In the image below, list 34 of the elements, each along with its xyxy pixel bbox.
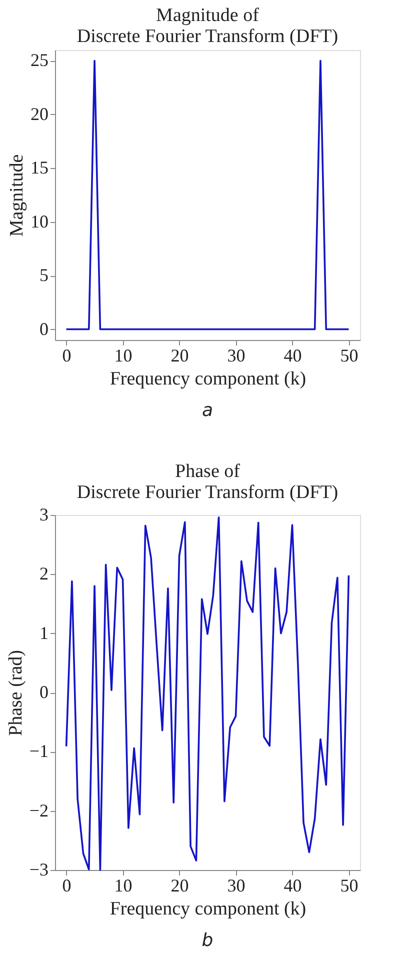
y-axis-title: Magnitude xyxy=(6,154,28,237)
x-tick-label: 10 xyxy=(114,876,132,896)
x-axis-title: Frequency component (k) xyxy=(110,898,306,920)
x-tick-label: 50 xyxy=(340,346,358,366)
y-tick-label: 10 xyxy=(30,211,48,232)
y-tick-label: 20 xyxy=(30,104,48,124)
x-tick-label: 50 xyxy=(340,876,358,896)
text: a xyxy=(202,400,214,421)
text: b xyxy=(202,930,214,951)
y-tick-label: −3 xyxy=(29,860,48,880)
x-tick-label: 40 xyxy=(284,346,302,366)
y-tick-label: 0 xyxy=(40,318,48,339)
y-tick-label: 15 xyxy=(30,158,48,178)
line-series xyxy=(65,516,350,871)
y-tick-label: 2 xyxy=(40,564,48,584)
x-tick-label: 30 xyxy=(227,346,246,366)
x-tick-label: 0 xyxy=(62,876,72,896)
x-tick-label: 40 xyxy=(284,876,302,896)
y-tick-label: 3 xyxy=(40,504,48,524)
x-tick-label: 20 xyxy=(170,346,189,366)
x-tick-label: 0 xyxy=(62,346,72,366)
y-axis-title: Phase (rad) xyxy=(5,650,26,736)
x-axis-title: Frequency component (k) xyxy=(110,368,306,390)
x-tick-label: 10 xyxy=(114,346,132,366)
y-tick-label: 1 xyxy=(40,622,48,643)
x-tick-label: 20 xyxy=(170,876,189,896)
x-tick-label: 30 xyxy=(227,876,246,896)
chart-title: Magnitude of Discrete Fourier Transform (DFT) xyxy=(76,5,338,47)
y-tick-label: −1 xyxy=(29,741,48,762)
y-tick-label: 5 xyxy=(40,265,48,286)
chart-title: Phase of Discrete Fourier Transform (DFT) xyxy=(76,461,338,503)
y-tick-label: 0 xyxy=(40,682,48,702)
y-tick-label: −2 xyxy=(29,800,48,820)
y-tick-label: 25 xyxy=(30,50,48,70)
